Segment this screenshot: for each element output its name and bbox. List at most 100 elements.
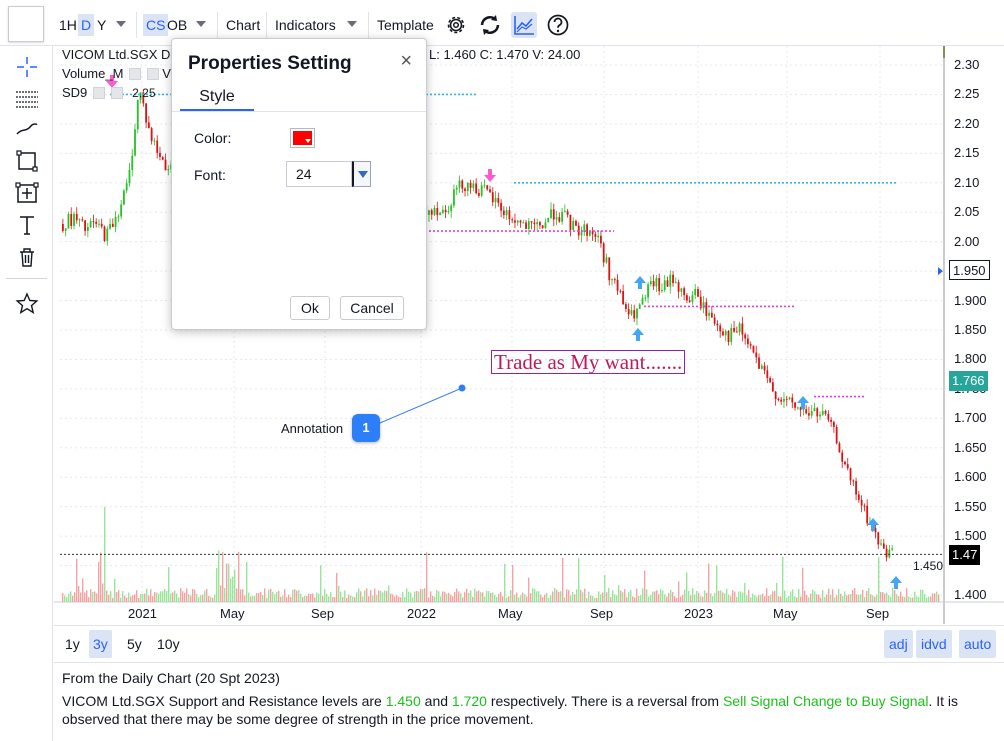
interval-1h-button[interactable]: 1H: [59, 17, 77, 33]
indicators-chevron-down-icon[interactable]: [347, 21, 357, 27]
cancel-button[interactable]: Cancel: [340, 296, 404, 320]
chart-type-cs-button[interactable]: CS: [143, 14, 169, 36]
candlestick-plot[interactable]: [54, 46, 1004, 624]
candle-body: [710, 312, 713, 318]
volume-bar: [364, 590, 366, 602]
range-1y-button[interactable]: 1y: [65, 636, 80, 652]
volume-bar: [392, 594, 394, 602]
volume-bar: [310, 594, 312, 602]
candle-body: [686, 295, 688, 301]
color-picker[interactable]: [290, 128, 315, 148]
interval-y-button[interactable]: Y: [97, 17, 107, 33]
volume-bar: [688, 590, 690, 602]
candle-body: [497, 198, 500, 203]
volume-bar: [248, 592, 250, 602]
volume-bar: [334, 597, 336, 602]
candle-body: [888, 549, 891, 558]
template-menu-button[interactable]: Template: [377, 17, 434, 33]
candle-body: [860, 499, 863, 506]
volume-settings-icon[interactable]: [129, 68, 142, 80]
candle-body: [827, 413, 830, 420]
refresh-icon[interactable]: [477, 12, 503, 38]
volume-bar: [598, 591, 600, 602]
help-icon[interactable]: [545, 12, 571, 38]
favorite-star-icon[interactable]: [14, 291, 40, 317]
volume-bar: [238, 551, 240, 602]
horizontal-lines-icon[interactable]: [14, 86, 40, 112]
font-size-input[interactable]: 24: [286, 161, 352, 187]
app-logo[interactable]: [8, 6, 44, 42]
volume-bar: [508, 596, 510, 602]
volume-bar: [244, 595, 246, 602]
volume-bar: [116, 592, 118, 602]
volume-bar: [346, 597, 348, 602]
candle-body: [167, 168, 170, 171]
candle-body: [658, 278, 661, 292]
auto-button[interactable]: auto: [959, 630, 997, 658]
indicators-menu-button[interactable]: Indicators: [275, 17, 336, 33]
candle-body: [863, 505, 866, 507]
volume-bar: [614, 594, 616, 602]
volume-bar: [144, 593, 146, 602]
candle-body: [780, 399, 783, 402]
volume-bar: [648, 596, 650, 602]
trash-icon[interactable]: [14, 244, 40, 270]
chart-menu-button[interactable]: Chart: [226, 17, 261, 33]
candle-body: [805, 409, 808, 414]
measure-icon[interactable]: [14, 180, 40, 206]
sd9-close-icon[interactable]: [110, 87, 123, 99]
volume-close-icon[interactable]: [146, 68, 159, 80]
text-icon[interactable]: [14, 212, 40, 238]
tab-style[interactable]: Style: [180, 83, 254, 111]
volume-bar: [584, 588, 586, 602]
volume-bar: [372, 595, 374, 602]
candle-body: [794, 402, 796, 408]
volume-bar: [118, 590, 120, 602]
sell-arrow-icon: [484, 169, 496, 182]
candle-body: [821, 410, 824, 415]
volume-bar: [706, 592, 708, 602]
volume-bar: [934, 593, 936, 602]
annotation-badge[interactable]: 1: [352, 414, 380, 442]
adj-button[interactable]: adj: [884, 630, 913, 658]
chart-type-ob-button[interactable]: OB: [167, 17, 188, 33]
annotation-label[interactable]: Annotation: [281, 421, 344, 436]
trade-text-annotation[interactable]: Trade as My want.......: [491, 350, 686, 374]
compare-chart-icon[interactable]: [511, 12, 537, 38]
candle-body: [882, 543, 885, 549]
volume-bar: [770, 595, 772, 602]
interval-chevron-down-icon[interactable]: [116, 21, 126, 27]
close-icon[interactable]: ×: [400, 50, 412, 72]
volume-bar: [266, 597, 268, 602]
interval-d-button[interactable]: D: [78, 14, 95, 36]
legend-volume-value: V: [162, 66, 171, 81]
sd9-settings-icon[interactable]: [92, 87, 105, 99]
candle-body: [816, 408, 819, 417]
volume-bar: [668, 593, 670, 602]
price-chart[interactable]: VICOM Ltd.SGX Da L: 1.460 C: 1.470 V: 24…: [54, 46, 1004, 624]
volume-bar: [838, 588, 840, 602]
candle-body: [588, 231, 591, 236]
volume-bar: [80, 592, 82, 602]
rectangle-icon[interactable]: [14, 148, 40, 174]
volume-bar: [322, 595, 324, 602]
volume-bar: [330, 592, 332, 602]
chart-type-chevron-down-icon[interactable]: [196, 21, 206, 27]
settings-gear-icon[interactable]: [443, 12, 469, 38]
font-size-dropdown[interactable]: [352, 161, 371, 187]
candle-body: [777, 398, 780, 400]
ok-button[interactable]: Ok: [290, 296, 330, 320]
volume-bar: [876, 594, 878, 602]
volume-bar: [320, 565, 322, 602]
candle-body: [478, 193, 480, 196]
range-5y-button[interactable]: 5y: [127, 636, 142, 652]
range-10y-button[interactable]: 10y: [157, 636, 180, 652]
idvd-button[interactable]: idvd: [916, 630, 952, 658]
trend-line-icon[interactable]: [14, 116, 40, 142]
range-3y-button[interactable]: 3y: [89, 630, 112, 658]
volume-bar: [430, 591, 432, 602]
volume-bar: [892, 587, 894, 602]
volume-bar: [590, 595, 592, 602]
crosshair-icon[interactable]: [14, 54, 40, 80]
support-value: 1.450: [385, 693, 421, 709]
